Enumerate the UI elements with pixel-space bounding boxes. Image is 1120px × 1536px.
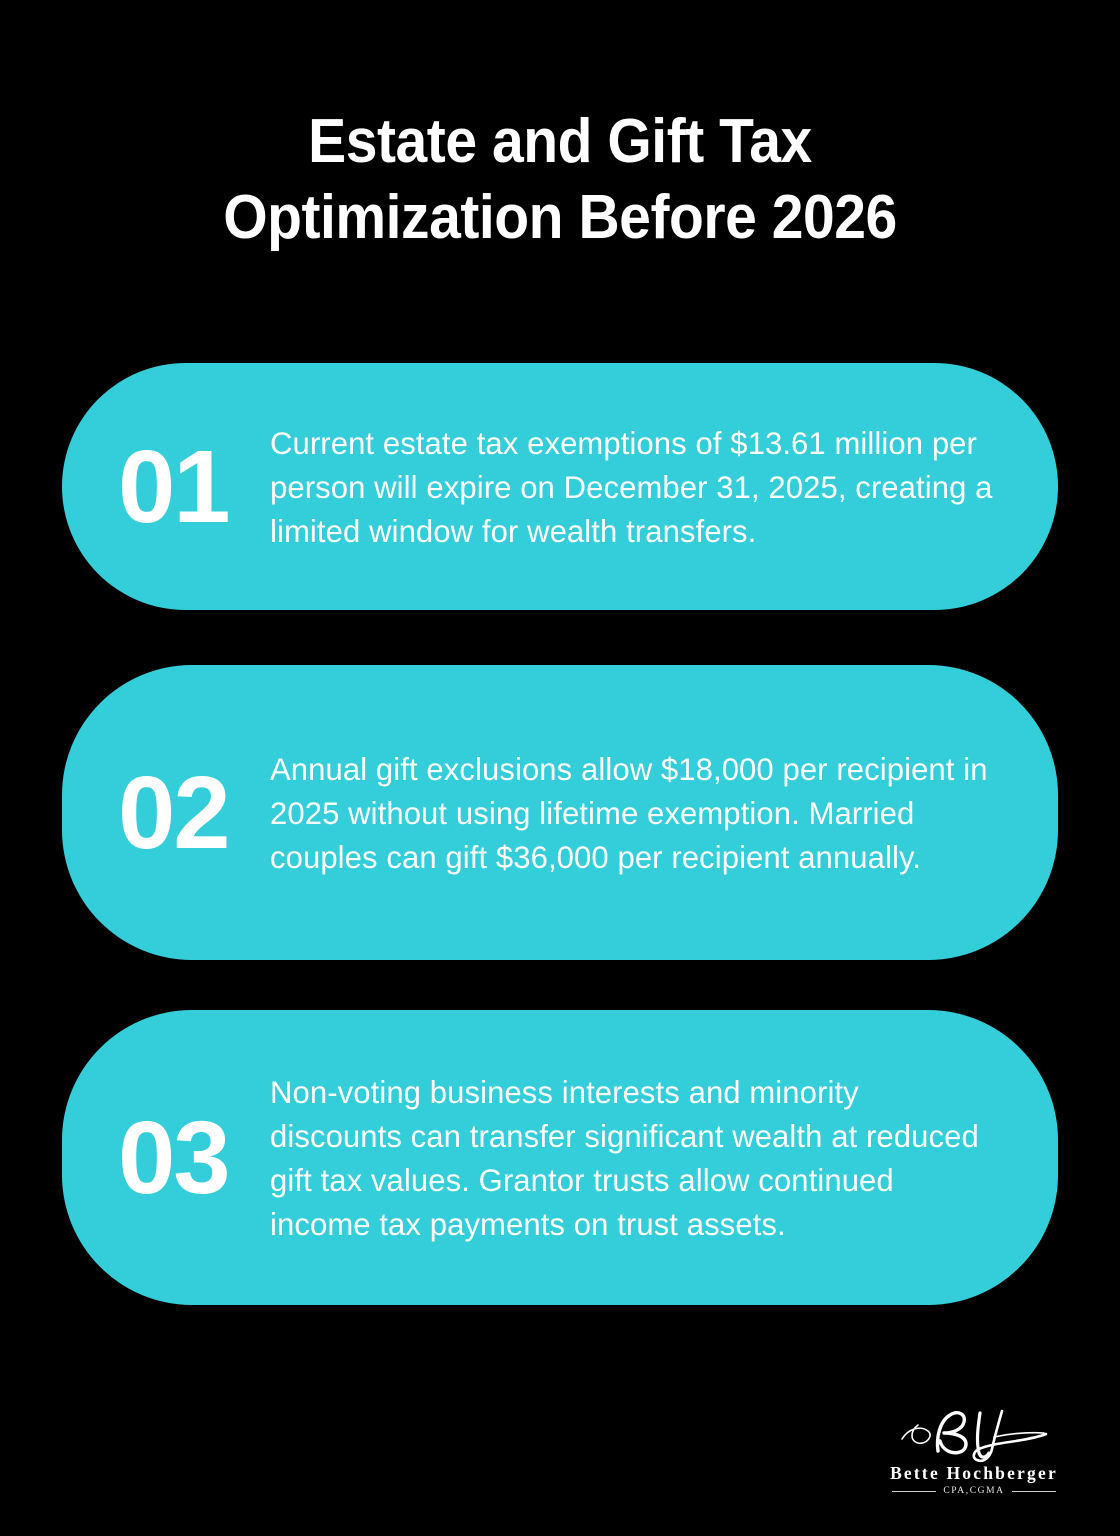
divider-right xyxy=(1011,1490,1056,1492)
list-item: 02 Annual gift exclusions allow $18,000 … xyxy=(62,665,1058,960)
brand-credentials: CPA,CGMA xyxy=(943,1486,1005,1496)
brand-logo: Bette Hochberger CPA,CGMA xyxy=(876,1403,1072,1496)
card-number-03: 03 xyxy=(118,1099,231,1215)
list-item: 01 Current estate tax exemptions of $13.… xyxy=(62,363,1058,610)
card-number-01: 01 xyxy=(118,428,231,544)
page-title: Estate and Gift Tax Optimization Before … xyxy=(0,104,1120,256)
card-text-02: Annual gift exclusions allow $18,000 per… xyxy=(270,750,988,875)
brand-name: Bette Hochberger xyxy=(890,1463,1058,1483)
card-number-02: 02 xyxy=(118,754,231,870)
card-text-03: Non-voting business interests and minori… xyxy=(270,1073,979,1242)
page-title-line-2: Optimization Before 2026 xyxy=(223,183,897,252)
brand-credentials-row: CPA,CGMA xyxy=(876,1486,1072,1496)
bh-monogram-icon xyxy=(901,1409,1048,1463)
list-item: 03 Non-voting business interests and min… xyxy=(62,1010,1058,1305)
page-title-line-1: Estate and Gift Tax xyxy=(308,107,812,176)
divider-left xyxy=(892,1490,937,1492)
card-list: 01 Current estate tax exemptions of $13.… xyxy=(62,363,1058,1305)
card-text-01: Current estate tax exemptions of $13.61 … xyxy=(270,424,993,549)
